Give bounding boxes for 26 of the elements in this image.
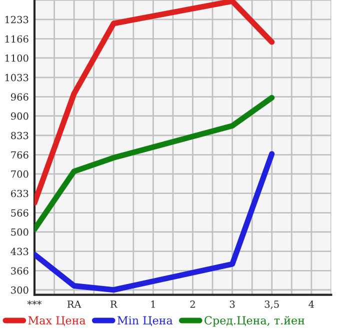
y-tick-label: 966: [11, 93, 28, 101]
legend-label: Min Цена: [118, 316, 173, 326]
x-tick-label: 2: [190, 300, 195, 308]
y-tick-label: 366: [11, 267, 28, 275]
x-tick-label: 1: [151, 300, 155, 308]
y-tick-label: 566: [11, 209, 28, 217]
x-tick-label: 3,5: [264, 300, 279, 310]
y-tick-label: 500: [11, 228, 28, 236]
y-tick-label: 766: [11, 151, 28, 159]
x-tick-label: 3: [230, 300, 235, 308]
x-tick-label: 4: [308, 300, 314, 308]
y-tick-label: 1033: [5, 74, 28, 82]
y-tick-label: 633: [11, 190, 28, 198]
x-tick-label: ***: [27, 300, 42, 305]
y-tick-label: 1100: [5, 54, 28, 62]
y-tick-label: 1233: [5, 16, 28, 24]
y-tick-label: 900: [11, 112, 28, 120]
x-tick-label: R: [110, 300, 118, 308]
y-tick-label: 1166: [5, 35, 28, 43]
x-tick-label: RA: [67, 300, 82, 308]
y-tick-label: 833: [11, 132, 28, 140]
legend-label: Сред.Цена, т.йен: [204, 316, 304, 327]
y-tick-label: 300: [11, 286, 28, 294]
y-tick-label: 700: [11, 170, 28, 178]
y-tick-label: 433: [10, 248, 28, 256]
legend-label: Max Цена: [28, 316, 86, 326]
